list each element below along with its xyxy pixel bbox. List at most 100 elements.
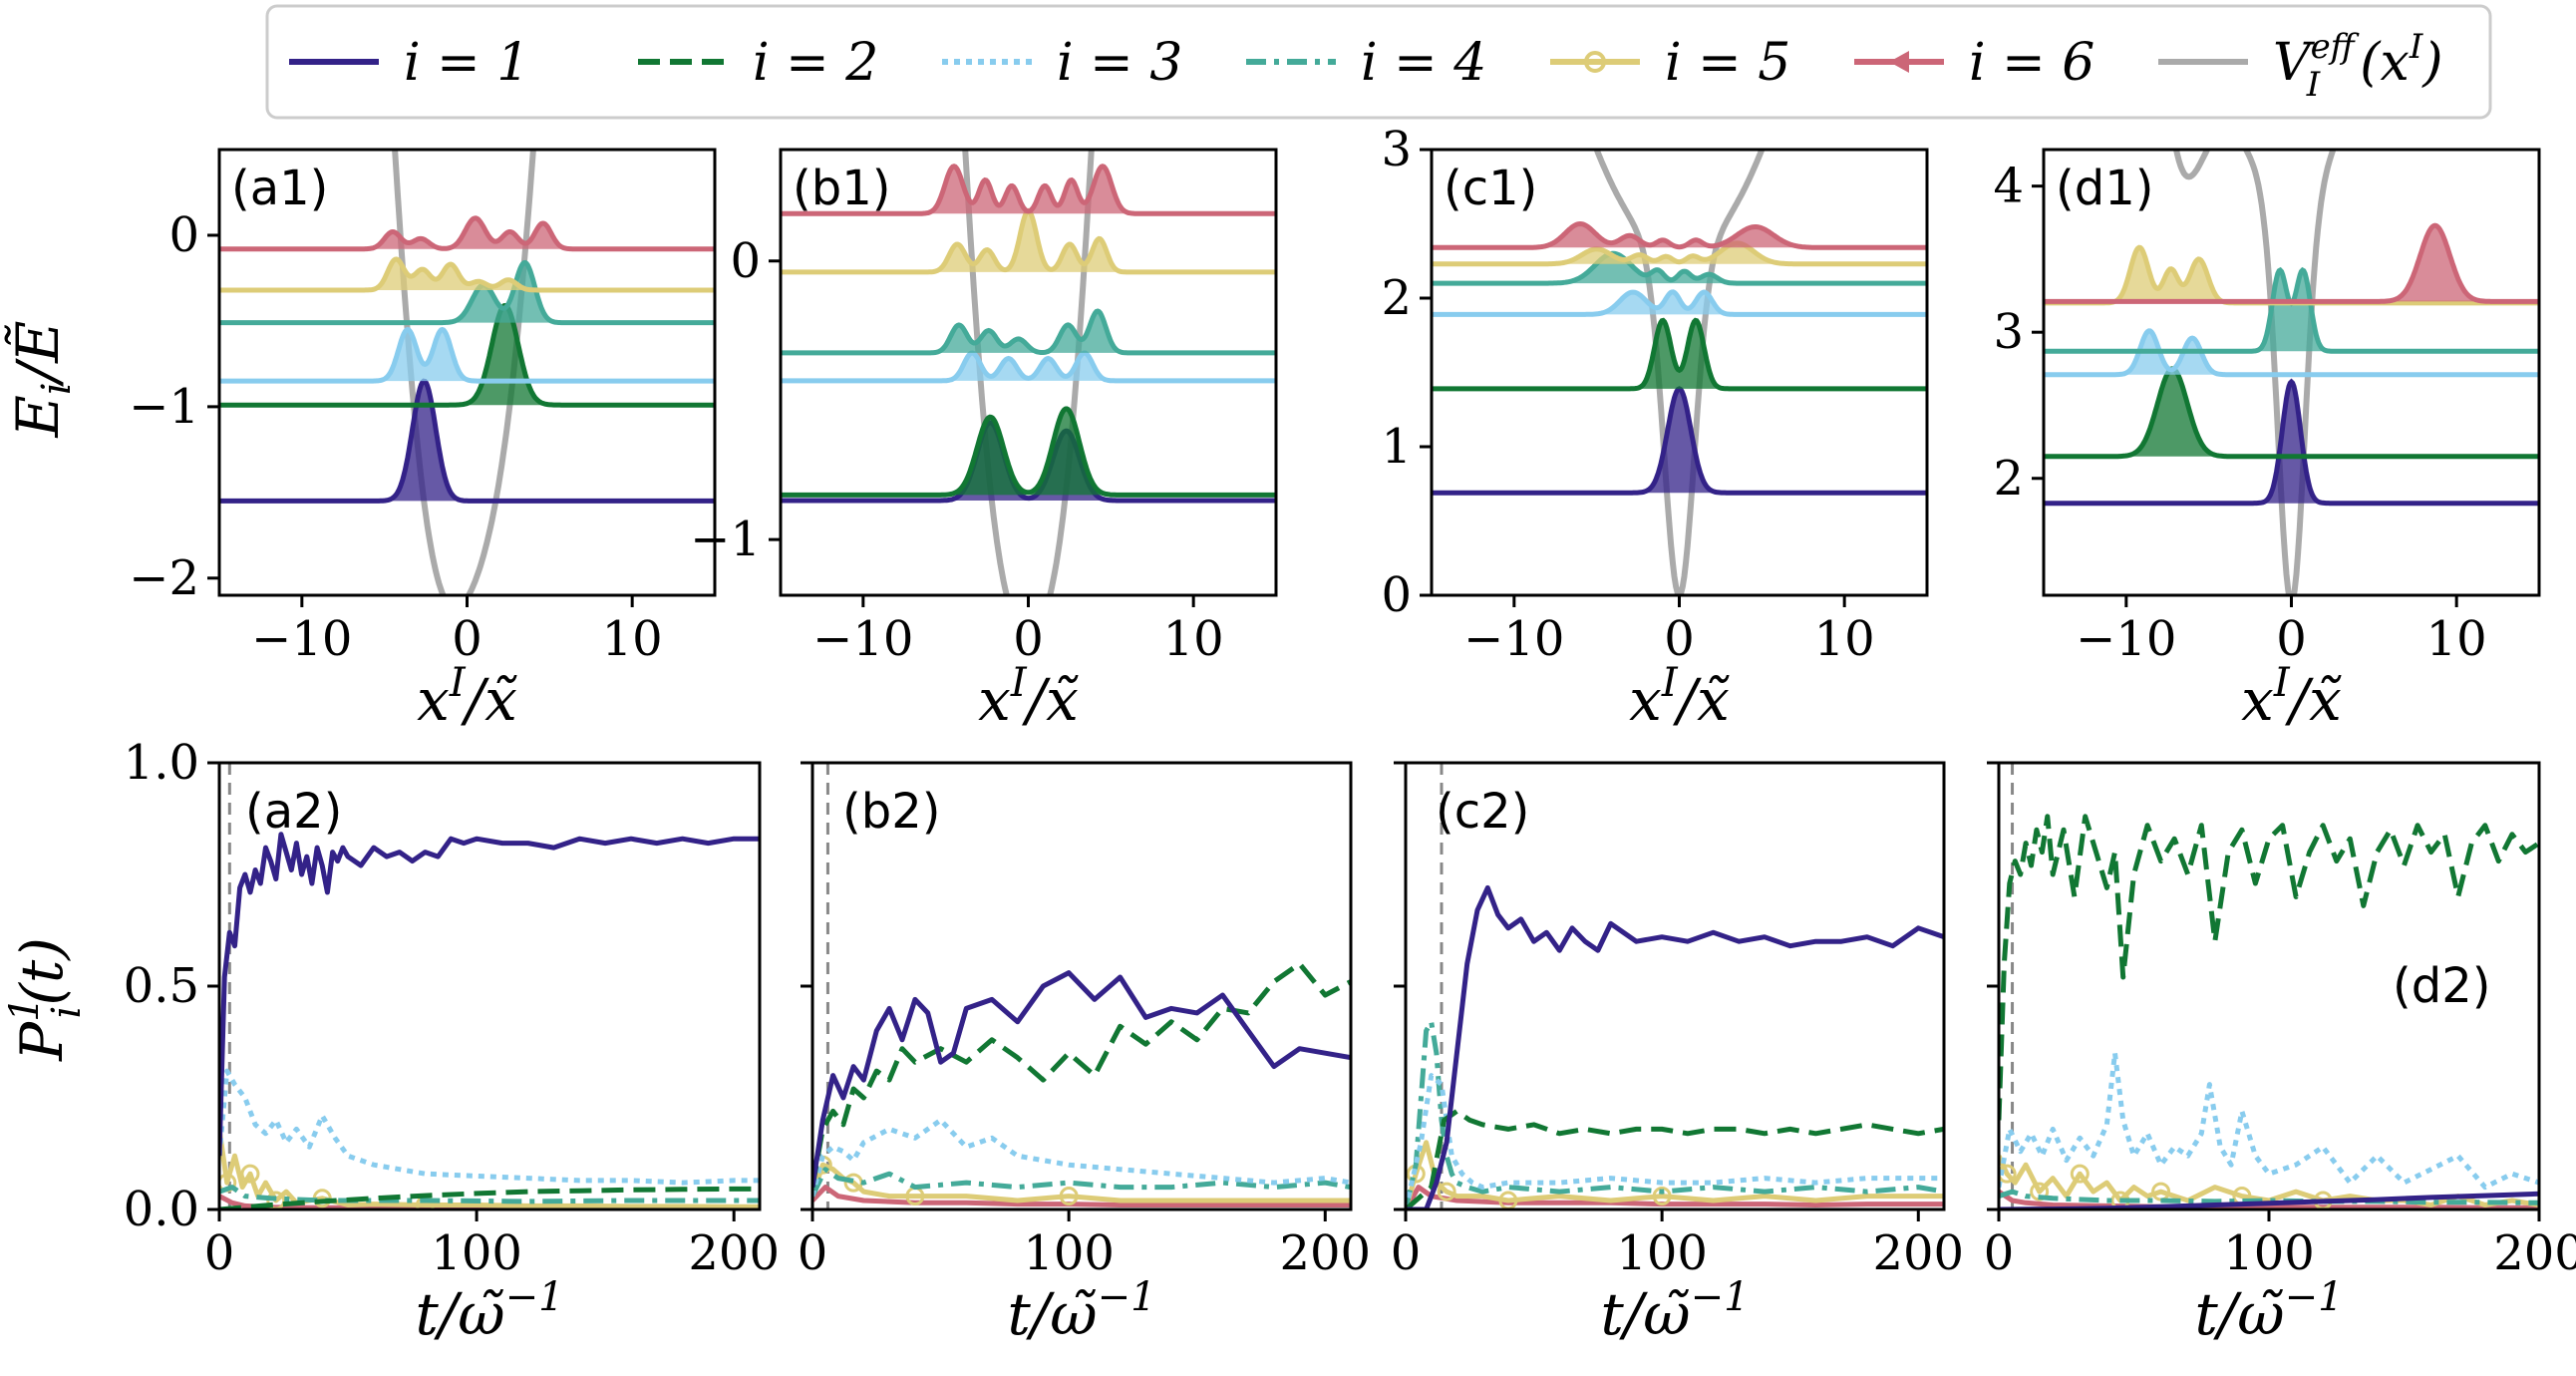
plot-area — [1406, 763, 1944, 1209]
panel-d1: −10 0 10 2 3 4 xI/x̃ (d1) — [1993, 148, 2541, 734]
density-fill-5 — [2044, 247, 2539, 303]
density-fill-5 — [781, 210, 1276, 272]
plot-area — [781, 150, 1276, 595]
y-tick-label: 3 — [1993, 304, 2024, 360]
y-tick-label: 3 — [1381, 122, 1412, 177]
density-fill-1 — [2044, 382, 2539, 504]
panel-label: (b2) — [842, 784, 940, 840]
series-line-2 — [1999, 814, 2539, 1121]
density-line-3 — [2044, 328, 2539, 378]
panel-label: (a1) — [231, 161, 328, 216]
density-line-4 — [781, 308, 1276, 356]
legend-marker-circle — [1584, 51, 1606, 73]
density-line-1 — [781, 420, 1276, 504]
x-axis-title: t/ω̃−1 — [1007, 1274, 1155, 1348]
density-fill-1 — [219, 381, 715, 502]
density-fill-2 — [2044, 368, 2539, 457]
density-line-4 — [1432, 250, 1927, 286]
density-line-2 — [781, 406, 1276, 498]
plot-area — [219, 763, 760, 1209]
axes-frame — [779, 148, 1278, 597]
y-tick-label: 2 — [1993, 451, 2024, 507]
density-fill-6 — [1432, 223, 1927, 248]
x-tick-label: 0 — [452, 611, 483, 667]
legend-label: i = 5 — [1665, 33, 1790, 93]
series-marker-5 — [1652, 1187, 1672, 1206]
x-tick-label: 0 — [1984, 1225, 2015, 1281]
x-tick-label: 0 — [1391, 1225, 1422, 1281]
axes-frame — [1404, 761, 1946, 1211]
density-line-1 — [219, 378, 715, 504]
series-line-1 — [1406, 884, 1944, 1209]
legend-label: i = 1 — [404, 33, 529, 93]
series-line-1 — [812, 970, 1351, 1188]
legend-label: i = 2 — [753, 33, 878, 93]
legend-entry: i = 4 — [1246, 33, 1486, 93]
x-tick-label: −10 — [812, 611, 913, 667]
x-tick-label: 0 — [1013, 611, 1044, 667]
series-line-5 — [219, 1129, 760, 1209]
density-line-6 — [219, 215, 715, 252]
x-tick-label: −10 — [2076, 611, 2176, 667]
panel-label: (d2) — [2393, 958, 2490, 1014]
legend-entry: i = 6 — [1854, 33, 2094, 93]
y-tick-label: 0 — [1381, 567, 1412, 623]
axes-frame — [810, 761, 1353, 1211]
x-tick-label: 200 — [1279, 1225, 1371, 1281]
density-fill-1 — [1432, 388, 1927, 494]
y-tick-label: −2 — [129, 550, 199, 606]
y-tick-label: 1.0 — [124, 735, 199, 791]
plot-area — [1432, 150, 1927, 595]
density-fill-2 — [1432, 320, 1927, 389]
panel-b2: 0 100 200 t/ω̃−1 (b2) — [798, 761, 1371, 1348]
density-line-1 — [2044, 378, 2539, 507]
legend-label: i = 3 — [1057, 33, 1182, 93]
density-fill-4 — [2044, 270, 2539, 352]
density-line-3 — [781, 350, 1276, 384]
legend-marker-triangle — [1889, 51, 1909, 73]
y-tick-label: 0.0 — [124, 1182, 199, 1237]
axes-frame — [1430, 148, 1929, 597]
legend-label: i = 4 — [1361, 33, 1486, 93]
panel-label: (a2) — [245, 784, 342, 840]
x-tick-label: 10 — [1814, 611, 1875, 667]
panel-label: (c2) — [1436, 784, 1529, 840]
density-fill-1 — [781, 422, 1276, 501]
svg-text:P1i(t): P1i(t) — [2, 937, 90, 1062]
panel-label: (b1) — [793, 161, 890, 216]
x-tick-label: 0 — [2276, 611, 2307, 667]
y-tick-label: −1 — [690, 512, 761, 567]
x-tick-label: −10 — [1463, 611, 1564, 667]
x-tick-label: 100 — [1616, 1225, 1708, 1281]
x-tick-label: 100 — [431, 1225, 522, 1281]
density-fill-3 — [219, 329, 715, 382]
top-y-axis-title: Ei/Ẽ — [4, 320, 80, 438]
density-line-2 — [2044, 366, 2539, 460]
density-fill-4 — [1432, 253, 1927, 284]
density-line-2 — [1432, 317, 1927, 392]
series-line-1 — [219, 832, 760, 1157]
legend-entry: i = 1 — [289, 33, 529, 93]
panel-a2: 0 100 200 0.0 0.5 1.0 t/ω̃−1 (a2) — [124, 735, 780, 1348]
series-line-4 — [1999, 1189, 2539, 1205]
bottom-y-axis-title: P1i(t) — [2, 937, 90, 1062]
density-line-5 — [1432, 240, 1927, 267]
x-tick-label: 100 — [1023, 1225, 1115, 1281]
y-tick-label: 0.5 — [124, 958, 199, 1014]
y-tick-label: 0 — [730, 233, 761, 289]
x-axis-title: t/ω̃−1 — [2194, 1274, 2343, 1348]
x-axis-title: t/ω̃−1 — [1600, 1274, 1749, 1348]
density-fill-6 — [219, 217, 715, 249]
plot-area — [2044, 150, 2539, 595]
series-marker-5 — [240, 1164, 260, 1184]
x-tick-label: 10 — [602, 611, 663, 667]
y-tick-label: −1 — [129, 379, 199, 435]
x-tick-label: 0 — [204, 1225, 235, 1281]
x-tick-label: 200 — [2493, 1225, 2576, 1281]
plot-area — [812, 763, 1351, 1209]
legend-entry: i = 5 — [1550, 33, 1790, 93]
